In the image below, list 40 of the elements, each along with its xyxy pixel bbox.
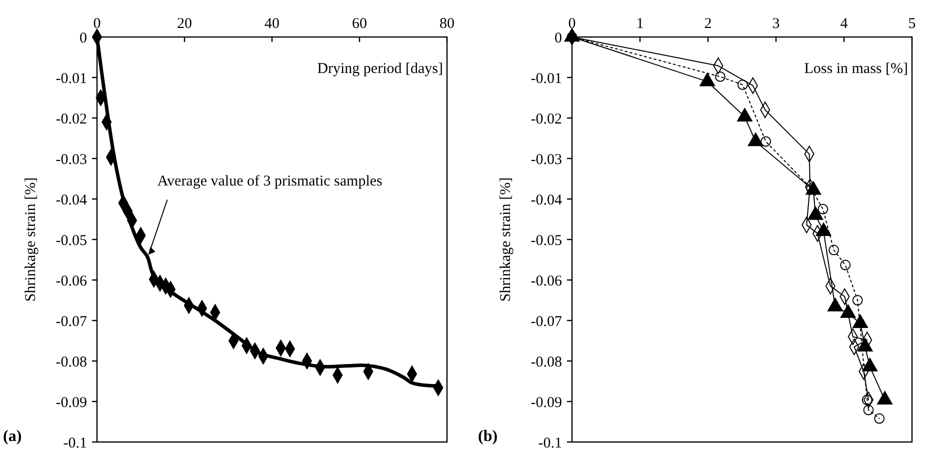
- y-tick-label: -0.04: [530, 192, 562, 208]
- y-tick-label: -0.1: [538, 435, 562, 452]
- x-tick-label: 20: [177, 16, 192, 32]
- x-tick-label: 4: [840, 16, 848, 32]
- x-axis-title: Loss in mass [%]: [804, 61, 908, 77]
- x-tick-label: 0: [568, 16, 576, 32]
- text: (b): [478, 428, 498, 445]
- x-tick-label: 60: [352, 16, 367, 32]
- x-tick-label: 80: [440, 16, 454, 32]
- y-tick-label: 0: [554, 30, 562, 46]
- x-tick-label: 0: [93, 16, 101, 32]
- y-tick-label: -0.06: [530, 273, 562, 290]
- annotation: Average value of 3 prismatic samples: [157, 174, 383, 190]
- y-tick-label: 0: [80, 30, 87, 46]
- y-axis-title: Shrinkage strain [%]: [498, 177, 514, 302]
- x-tick-label: 40: [264, 16, 280, 32]
- y-tick-label: -0.07: [56, 314, 88, 330]
- y-tick-label: -0.02: [56, 111, 87, 128]
- y-tick-label: -0.09: [56, 394, 87, 411]
- x-tick-label: 2: [704, 16, 712, 32]
- x-axis-title: Drying period [days]: [317, 61, 443, 77]
- y-tick-label: -0.02: [530, 111, 562, 128]
- y-tick-label: -0.07: [530, 314, 562, 330]
- y-tick-label: -0.03: [530, 152, 562, 168]
- x-tick-label: 1: [636, 16, 644, 32]
- y-tick-label: -0.04: [56, 192, 88, 208]
- y-tick-label: -0.05: [56, 232, 87, 249]
- y-tick-label: -0.08: [530, 354, 562, 370]
- text: (a): [3, 428, 22, 445]
- y-axis-title: Shrinkage strain [%]: [23, 177, 39, 302]
- y-tick-label: -0.05: [530, 232, 562, 249]
- x-tick-label: 5: [908, 16, 916, 32]
- x-tick-label: 3: [772, 16, 780, 32]
- y-tick-label: -0.01: [530, 70, 562, 87]
- y-tick-label: -0.08: [56, 354, 87, 370]
- y-tick-label: -0.01: [56, 70, 87, 87]
- y-tick-label: -0.03: [56, 152, 87, 168]
- y-tick-label: -0.09: [530, 394, 562, 411]
- y-tick-label: -0.06: [56, 273, 88, 290]
- y-tick-label: -0.1: [63, 435, 87, 452]
